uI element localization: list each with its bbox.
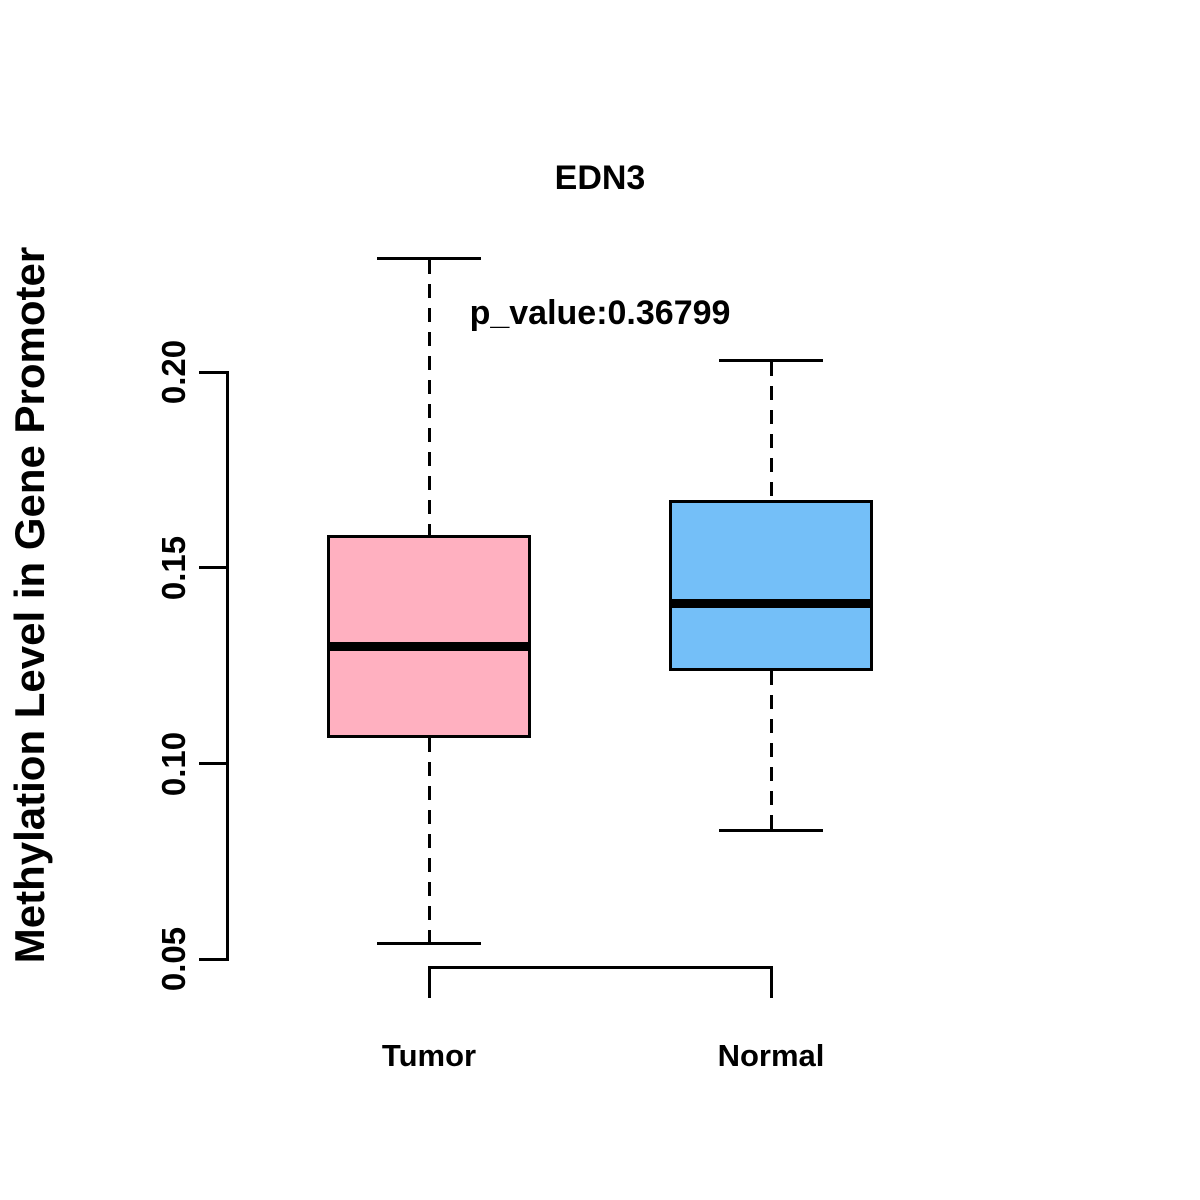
y-axis-tick	[199, 566, 226, 570]
whisker-cap-lower-tumor	[377, 942, 481, 946]
y-axis-line	[226, 370, 229, 961]
median-line-normal	[669, 598, 873, 608]
x-axis-bracket-tick-left	[427, 965, 431, 998]
box-tumor	[327, 534, 531, 738]
x-axis-bracket-tick-right	[769, 965, 773, 998]
whisker-lower-normal	[769, 671, 773, 829]
whisker-upper-tumor	[427, 259, 431, 535]
y-axis-tick-label: 0.05	[155, 927, 192, 992]
whisker-cap-lower-normal	[719, 828, 823, 832]
whisker-cap-upper-normal	[719, 358, 823, 362]
chart-title-block: EDN3 p_value:0.36799	[0, 66, 1200, 426]
y-axis-tick	[199, 762, 226, 766]
whisker-lower-tumor	[427, 737, 431, 943]
median-line-tumor	[327, 641, 531, 651]
y-axis-tick-label: 0.10	[155, 731, 192, 796]
x-tick-label-normal: Normal	[717, 1038, 825, 1073]
box-normal	[669, 499, 873, 672]
whisker-cap-upper-tumor	[377, 256, 481, 260]
y-axis-tick	[199, 370, 226, 374]
chart-title: EDN3	[554, 159, 646, 197]
whisker-upper-normal	[769, 361, 773, 500]
chart-subtitle: p_value:0.36799	[469, 294, 731, 332]
y-axis-tick-label: 0.20	[155, 339, 192, 405]
y-axis-tick	[199, 957, 226, 961]
y-axis-tick-label: 0.15	[155, 535, 192, 600]
x-axis-bracket	[427, 965, 773, 969]
x-tick-label-tumor: Tumor	[381, 1038, 477, 1073]
